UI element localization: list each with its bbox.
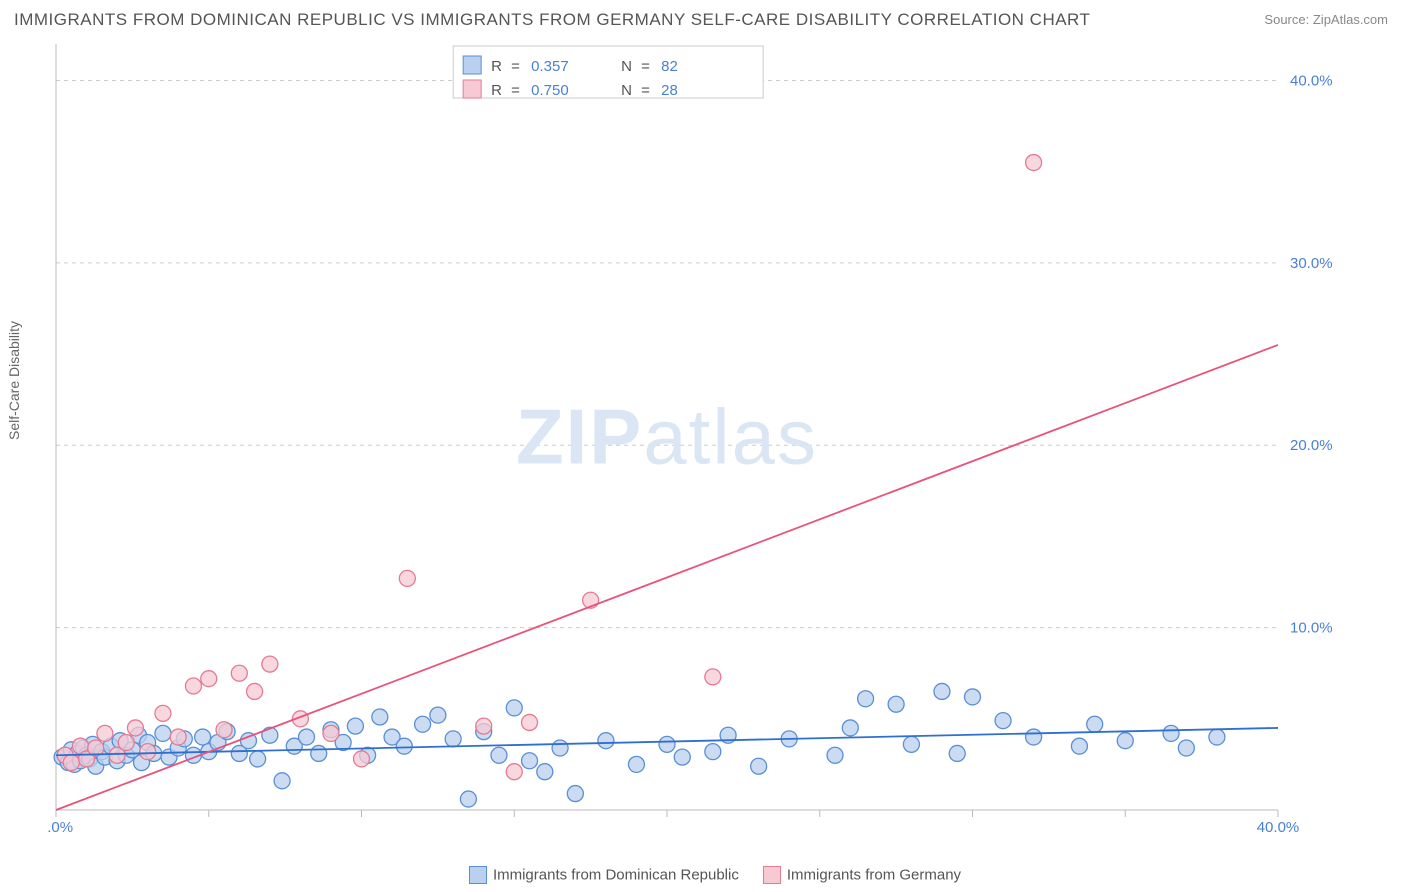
data-point <box>1117 733 1133 749</box>
data-point <box>705 669 721 685</box>
data-point <box>140 744 156 760</box>
data-point <box>354 751 370 767</box>
source-label: Source: <box>1264 12 1309 27</box>
data-point <box>155 725 171 741</box>
data-point <box>628 756 644 772</box>
legend-n-label: N <box>621 58 632 75</box>
data-point <box>995 713 1011 729</box>
data-point <box>842 720 858 736</box>
data-point <box>1209 729 1225 745</box>
legend-n-value: 82 <box>661 58 678 75</box>
data-point <box>262 656 278 672</box>
data-point <box>1026 155 1042 171</box>
legend-r-value: 0.750 <box>531 82 569 99</box>
data-point <box>567 786 583 802</box>
data-point <box>537 764 553 780</box>
data-point <box>201 671 217 687</box>
data-point <box>231 665 247 681</box>
legend-swatch <box>463 56 481 74</box>
y-tick-label: 40.0% <box>1290 72 1333 89</box>
data-point <box>965 689 981 705</box>
data-point <box>250 751 266 767</box>
legend-n-value: 28 <box>661 82 678 99</box>
data-point <box>63 755 79 771</box>
x-tick-label: 0.0% <box>48 819 73 836</box>
data-point <box>552 740 568 756</box>
legend-eq: = <box>641 58 650 75</box>
data-point <box>1178 740 1194 756</box>
source-attribution: Source: ZipAtlas.com <box>1264 12 1388 27</box>
legend-r-value: 0.357 <box>531 58 569 75</box>
data-point <box>155 705 171 721</box>
data-point <box>858 691 874 707</box>
data-point <box>311 745 327 761</box>
data-point <box>216 722 232 738</box>
data-point <box>372 709 388 725</box>
data-point <box>430 707 446 723</box>
data-point <box>97 725 113 741</box>
data-point <box>323 725 339 741</box>
data-point <box>247 683 263 699</box>
data-point <box>751 758 767 774</box>
data-point <box>399 570 415 586</box>
bottom-legend: Immigrants from Dominican Republic Immigr… <box>0 866 1406 884</box>
legend-eq: = <box>641 82 650 99</box>
legend-swatch <box>469 866 487 884</box>
data-point <box>195 729 211 745</box>
data-point <box>1026 729 1042 745</box>
data-point <box>274 773 290 789</box>
data-point <box>127 720 143 736</box>
data-point <box>1163 725 1179 741</box>
data-point <box>674 749 690 765</box>
source-value: ZipAtlas.com <box>1313 12 1388 27</box>
page-title: IMMIGRANTS FROM DOMINICAN REPUBLIC VS IM… <box>14 10 1090 30</box>
legend-n-label: N <box>621 82 632 99</box>
data-point <box>476 718 492 734</box>
data-point <box>949 745 965 761</box>
y-axis-label: Self-Care Disability <box>6 321 22 440</box>
data-point <box>299 729 315 745</box>
data-point <box>903 736 919 752</box>
data-point <box>827 747 843 763</box>
y-tick-label: 10.0% <box>1290 620 1333 637</box>
data-point <box>415 716 431 732</box>
legend-eq: = <box>511 58 520 75</box>
data-point <box>598 733 614 749</box>
legend-r-label: R <box>491 82 502 99</box>
legend-item-label: Immigrants from Dominican Republic <box>493 867 739 884</box>
data-point <box>118 735 134 751</box>
data-point <box>506 700 522 716</box>
data-point <box>659 736 675 752</box>
legend-eq: = <box>511 82 520 99</box>
x-tick-label: 40.0% <box>1257 819 1300 836</box>
y-tick-label: 30.0% <box>1290 255 1333 272</box>
data-point <box>262 727 278 743</box>
data-point <box>347 718 363 734</box>
legend-item-label: Immigrants from Germany <box>787 867 961 884</box>
legend-r-label: R <box>491 58 502 75</box>
data-point <box>185 678 201 694</box>
legend-swatch <box>463 80 481 98</box>
watermark: ZIPatlas <box>516 392 818 480</box>
y-tick-label: 20.0% <box>1290 437 1333 454</box>
data-point <box>705 744 721 760</box>
data-point <box>506 764 522 780</box>
chart-plot-area: 10.0% 20.0% 30.0% 40.0% ZIPatlas 0.0% 40.0% R = 0… <box>48 40 1348 840</box>
legend-swatch <box>763 866 781 884</box>
data-point <box>888 696 904 712</box>
data-point <box>1071 738 1087 754</box>
data-point <box>522 714 538 730</box>
data-point <box>491 747 507 763</box>
data-point <box>460 791 476 807</box>
data-point <box>1087 716 1103 732</box>
scatter-chart: 10.0% 20.0% 30.0% 40.0% ZIPatlas 0.0% 40.0% R = 0… <box>48 40 1348 840</box>
data-point <box>934 683 950 699</box>
data-point <box>170 729 186 745</box>
data-point <box>445 731 461 747</box>
data-point <box>396 738 412 754</box>
data-point <box>522 753 538 769</box>
